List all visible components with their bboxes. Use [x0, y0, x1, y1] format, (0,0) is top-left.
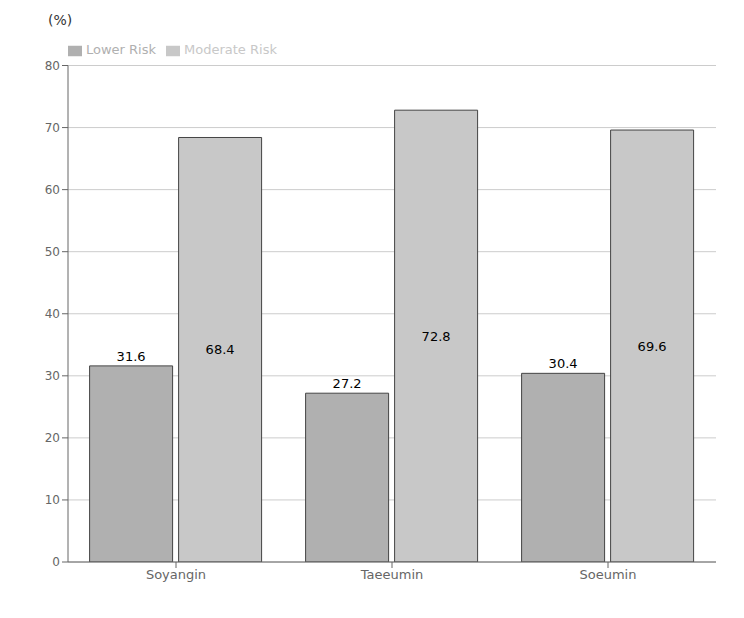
svg-text:50: 50	[45, 245, 60, 259]
svg-text:68.4: 68.4	[206, 342, 235, 357]
svg-text:Taeeumin: Taeeumin	[360, 567, 424, 582]
svg-text:60: 60	[45, 183, 60, 197]
svg-text:20: 20	[45, 431, 60, 445]
svg-text:10: 10	[45, 493, 60, 507]
svg-text:80: 80	[45, 59, 60, 73]
svg-text:72.8: 72.8	[422, 329, 451, 344]
svg-text:0: 0	[52, 555, 60, 569]
svg-text:Soeumin: Soeumin	[580, 567, 637, 582]
svg-text:Soyangin: Soyangin	[146, 567, 206, 582]
html-text:Moderate Risk: Moderate Risk	[184, 42, 277, 57]
svg-text:31.6: 31.6	[117, 349, 146, 364]
svg-text:30: 30	[45, 369, 60, 383]
svg-text:27.2: 27.2	[333, 376, 362, 391]
svg-text:69.6: 69.6	[638, 339, 667, 354]
svg-text:40: 40	[45, 307, 60, 321]
svg-text:70: 70	[45, 121, 60, 135]
svg-text:30.4: 30.4	[549, 356, 578, 371]
html-text:Lower Risk: Lower Risk	[86, 42, 156, 57]
